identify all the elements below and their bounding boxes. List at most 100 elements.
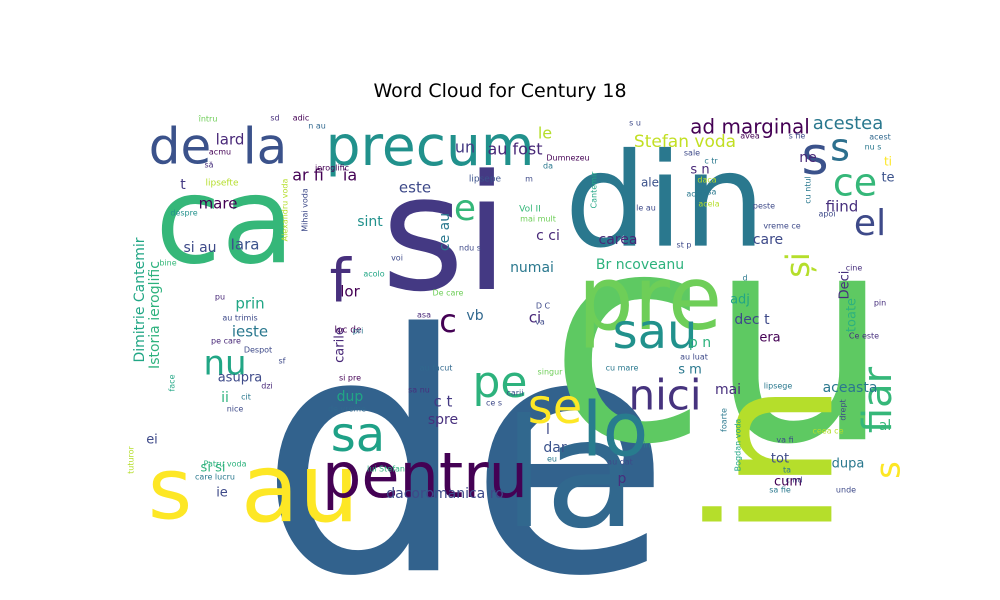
word-11: pentru <box>322 439 528 512</box>
word-130: carii <box>506 389 523 398</box>
word-122: de vreme <box>328 405 366 414</box>
word-128: au facut <box>420 364 453 373</box>
word-90: s n <box>690 163 709 178</box>
word-115: pe care <box>211 337 241 346</box>
word-100: despre <box>170 209 197 218</box>
word-132: singur <box>538 368 564 377</box>
word-46: fiind <box>826 198 859 216</box>
word-160: ca sa <box>696 188 717 197</box>
word-59: care <box>753 232 783 248</box>
word-174: d <box>742 274 747 283</box>
word-89: ale <box>641 176 659 190</box>
word-134: au luat <box>680 353 708 362</box>
word-58: Br ncoveanu <box>596 257 684 273</box>
word-108: ndu s <box>459 244 481 253</box>
word-123: pu <box>215 293 225 302</box>
word-25: nu <box>203 344 246 384</box>
word-117: sf <box>279 357 286 366</box>
word-26: s <box>830 126 850 170</box>
word-93: mai mult <box>520 215 556 224</box>
word-113: si pre <box>339 374 361 383</box>
word-30: c <box>439 302 457 340</box>
word-114: au trimis <box>222 314 257 323</box>
word-137: pin <box>874 299 886 308</box>
word-68: carile <box>333 327 348 363</box>
word-79: ei <box>146 433 158 448</box>
word-124: De care <box>433 289 464 298</box>
word-145: lipsege <box>764 382 793 391</box>
word-14: de <box>149 118 212 176</box>
word-163: nu s <box>865 143 882 152</box>
word-42: ce au <box>437 213 453 251</box>
word-131: ce s <box>486 399 502 408</box>
word-120: nice <box>227 405 244 414</box>
word-159: acela <box>698 200 719 209</box>
word-77: l <box>546 422 550 438</box>
word-104: întru <box>198 115 218 124</box>
word-105: sd <box>270 114 279 123</box>
word-164: s fie <box>789 132 806 141</box>
word-101: bine <box>159 259 176 268</box>
word-133: cu mare <box>606 364 639 373</box>
word-9: s <box>148 440 192 539</box>
word-67: toate <box>845 298 860 332</box>
word-112: pri <box>353 327 364 336</box>
word-106: adic <box>293 114 310 123</box>
word-98: Alexandru voda <box>281 179 290 242</box>
word-74: mai <box>715 382 741 398</box>
word-85: dupa <box>832 457 865 472</box>
word-135: Ce este <box>849 332 879 341</box>
word-111: loc de <box>334 326 362 336</box>
word-95: Dumnezeu <box>546 154 589 163</box>
word-141: tuturor <box>127 445 136 473</box>
word-6: ca <box>155 153 295 292</box>
word-88: s m <box>678 363 702 378</box>
word-38: ia <box>343 166 357 185</box>
word-41: sint <box>357 214 383 230</box>
word-161: le au <box>636 204 656 213</box>
word-82: dacoromanica ro <box>386 486 503 502</box>
word-73: c t <box>434 393 453 411</box>
word-110: acolo <box>363 270 384 279</box>
word-169: m <box>525 175 533 184</box>
word-171: c nd <box>785 476 802 485</box>
word-45: te <box>881 171 894 186</box>
word-84: cum <box>774 475 802 490</box>
word-155: avea <box>740 132 760 141</box>
word-157: daca <box>697 176 716 185</box>
word-0: de <box>259 264 672 600</box>
word-24: e <box>454 188 476 229</box>
word-28: s <box>869 461 909 479</box>
word-13: s <box>801 127 828 187</box>
word-55: ci <box>529 309 541 327</box>
word-31: ad marginal <box>690 115 810 139</box>
word-48: t <box>180 177 186 193</box>
word-162: acest <box>869 133 891 142</box>
word-151: drept <box>839 399 848 420</box>
word-12: precum <box>326 114 535 178</box>
word-70: ii <box>221 390 229 406</box>
word-65: dec t <box>734 312 770 328</box>
word-147: Bogdan voda <box>734 419 743 472</box>
word-94: Cantemir <box>590 171 599 209</box>
word-53: c ci <box>536 228 560 244</box>
word-66: era <box>759 331 780 346</box>
word-7: au <box>241 434 359 544</box>
word-23: el <box>854 203 886 244</box>
word-149: sa fie <box>769 486 791 495</box>
word-172: ceea ce <box>812 427 843 436</box>
word-32: acestea <box>813 113 884 134</box>
chart-title: Word Cloud for Century 18 <box>373 80 627 102</box>
word-33: Stefan voda <box>634 132 736 152</box>
word-103: să <box>204 161 213 170</box>
word-168: da <box>543 162 553 171</box>
word-61: prin <box>235 295 264 313</box>
word-118: dzi <box>261 382 273 391</box>
word-51: Dimitrie Cantemir <box>132 237 148 362</box>
word-22: ce <box>833 161 877 205</box>
word-173: st p <box>677 241 692 250</box>
word-96: ieroglific <box>315 164 349 173</box>
word-16: sau <box>613 304 698 360</box>
word-15: la <box>243 118 288 176</box>
word-20: nici <box>628 371 701 420</box>
